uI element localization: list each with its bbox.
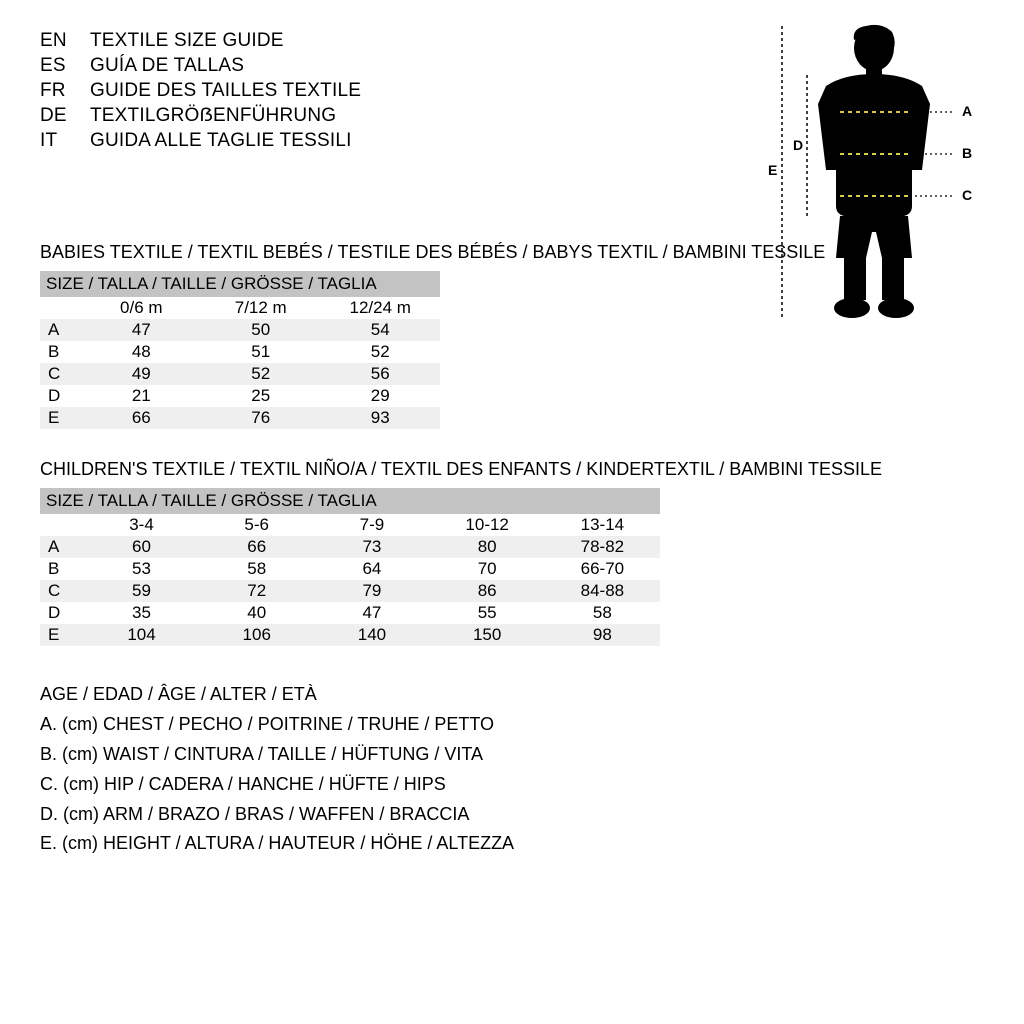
cell: 56 — [320, 363, 440, 385]
row-label: D — [40, 385, 82, 407]
table-row: A 47 50 54 — [40, 319, 440, 341]
children-size-header: SIZE / TALLA / TAILLE / GRÖSSE / TAGLIA — [40, 488, 660, 514]
cell: 58 — [199, 558, 314, 580]
cell: 150 — [430, 624, 545, 646]
cell: 66 — [199, 536, 314, 558]
row-label: E — [40, 624, 84, 646]
cell: 52 — [320, 341, 440, 363]
row-label: C — [40, 363, 82, 385]
cell: 78-82 — [545, 536, 660, 558]
col-header: 10-12 — [430, 514, 545, 536]
lang-title: GUIDA ALLE TAGLIE TESSILI — [90, 130, 352, 152]
legend-age: AGE / EDAD / ÂGE / ALTER / ETÀ — [40, 681, 984, 709]
cell: 84-88 — [545, 580, 660, 602]
svg-text:C: C — [962, 187, 972, 203]
cell: 35 — [84, 602, 199, 624]
cell: 98 — [545, 624, 660, 646]
cell: 66 — [82, 407, 201, 429]
cell: 70 — [430, 558, 545, 580]
lang-code: EN — [40, 30, 70, 52]
table-row: E 66 76 93 — [40, 407, 440, 429]
col-header: 12/24 m — [320, 297, 440, 319]
row-label: A — [40, 319, 82, 341]
legend-line: A. (cm) CHEST / PECHO / POITRINE / TRUHE… — [40, 711, 984, 739]
lang-code: DE — [40, 105, 70, 127]
row-label: C — [40, 580, 84, 602]
cell: 21 — [82, 385, 201, 407]
table-row: D 21 25 29 — [40, 385, 440, 407]
row-label: E — [40, 407, 82, 429]
col-header: 0/6 m — [82, 297, 201, 319]
svg-text:D: D — [793, 137, 803, 153]
table-row: E 104 106 140 150 98 — [40, 624, 660, 646]
cell: 47 — [82, 319, 201, 341]
children-table: 3-4 5-6 7-9 10-12 13-14 A 60 66 73 80 78… — [40, 514, 660, 646]
svg-text:E: E — [768, 162, 777, 178]
table-row: C 59 72 79 86 84-88 — [40, 580, 660, 602]
cell: 60 — [84, 536, 199, 558]
lang-title: TEXTILE SIZE GUIDE — [90, 30, 284, 52]
lang-code: ES — [40, 55, 70, 77]
row-label: B — [40, 558, 84, 580]
cell: 64 — [314, 558, 429, 580]
cell: 52 — [201, 363, 320, 385]
legend-line: E. (cm) HEIGHT / ALTURA / HAUTEUR / HÖHE… — [40, 830, 984, 858]
svg-text:A: A — [962, 103, 972, 119]
cell: 76 — [201, 407, 320, 429]
table-row: 0/6 m 7/12 m 12/24 m — [40, 297, 440, 319]
legend-line: D. (cm) ARM / BRAZO / BRAS / WAFFEN / BR… — [40, 801, 984, 829]
cell: 53 — [84, 558, 199, 580]
row-label: B — [40, 341, 82, 363]
silhouette-diagram: E D A B C — [744, 20, 984, 330]
cell: 86 — [430, 580, 545, 602]
row-label: D — [40, 602, 84, 624]
cell: 104 — [84, 624, 199, 646]
cell: 66-70 — [545, 558, 660, 580]
legend-line: C. (cm) HIP / CADERA / HANCHE / HÜFTE / … — [40, 771, 984, 799]
legend-line: B. (cm) WAIST / CINTURA / TAILLE / HÜFTU… — [40, 741, 984, 769]
cell: 73 — [314, 536, 429, 558]
lang-code: FR — [40, 80, 70, 102]
col-header: 5-6 — [199, 514, 314, 536]
row-label: A — [40, 536, 84, 558]
cell: 79 — [314, 580, 429, 602]
table-row: 3-4 5-6 7-9 10-12 13-14 — [40, 514, 660, 536]
cell: 47 — [314, 602, 429, 624]
cell: 58 — [545, 602, 660, 624]
cell: 40 — [199, 602, 314, 624]
legend: AGE / EDAD / ÂGE / ALTER / ETÀ A. (cm) C… — [40, 681, 984, 858]
cell: 51 — [201, 341, 320, 363]
babies-table: 0/6 m 7/12 m 12/24 m A 47 50 54 B 48 51 … — [40, 297, 440, 429]
table-row: C 49 52 56 — [40, 363, 440, 385]
cell: 93 — [320, 407, 440, 429]
col-header: 3-4 — [84, 514, 199, 536]
cell: 50 — [201, 319, 320, 341]
cell: 29 — [320, 385, 440, 407]
cell: 54 — [320, 319, 440, 341]
cell: 140 — [314, 624, 429, 646]
table-row: B 53 58 64 70 66-70 — [40, 558, 660, 580]
cell: 80 — [430, 536, 545, 558]
table-row: B 48 51 52 — [40, 341, 440, 363]
lang-title: GUIDE DES TAILLES TEXTILE — [90, 80, 361, 102]
lang-title: TEXTILGRÖẞENFÜHRUNG — [90, 105, 336, 127]
table-row: D 35 40 47 55 58 — [40, 602, 660, 624]
cell: 48 — [82, 341, 201, 363]
cell: 25 — [201, 385, 320, 407]
cell: 49 — [82, 363, 201, 385]
lang-title: GUÍA DE TALLAS — [90, 55, 244, 77]
col-header: 13-14 — [545, 514, 660, 536]
col-header: 7-9 — [314, 514, 429, 536]
col-header: 7/12 m — [201, 297, 320, 319]
lang-code: IT — [40, 130, 70, 152]
svg-text:B: B — [962, 145, 972, 161]
table-row: A 60 66 73 80 78-82 — [40, 536, 660, 558]
cell: 59 — [84, 580, 199, 602]
cell: 106 — [199, 624, 314, 646]
cell: 55 — [430, 602, 545, 624]
babies-size-header: SIZE / TALLA / TAILLE / GRÖSSE / TAGLIA — [40, 271, 440, 297]
cell: 72 — [199, 580, 314, 602]
children-section-title: CHILDREN'S TEXTILE / TEXTIL NIÑO/A / TEX… — [40, 459, 984, 480]
